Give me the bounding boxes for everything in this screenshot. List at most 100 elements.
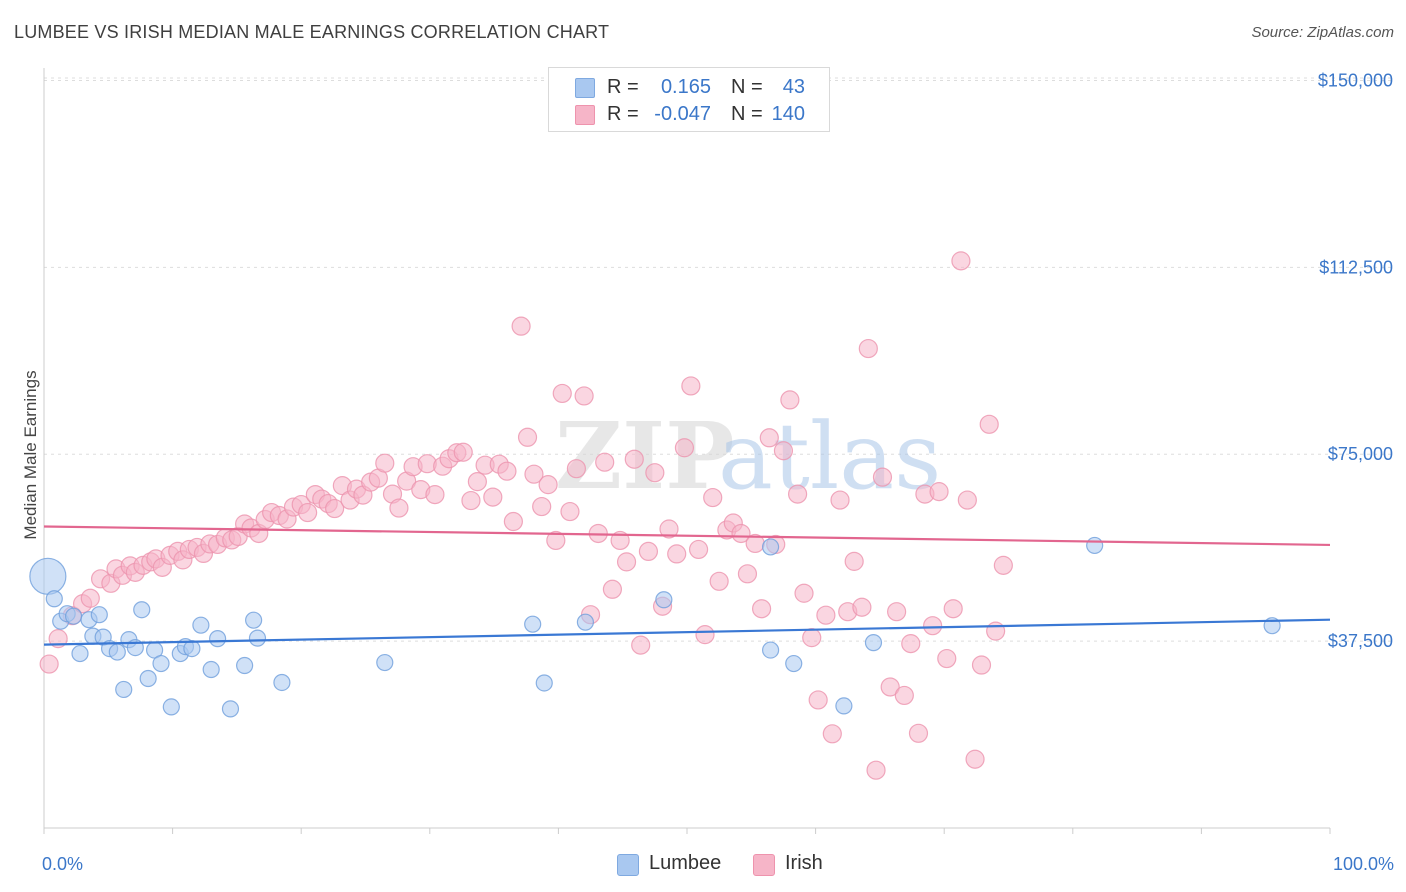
data-point: [761, 641, 780, 659]
data-point: [929, 482, 949, 502]
irish-r-value: -0.047: [654, 103, 711, 125]
x-tick-label: 100.0%: [1333, 854, 1394, 874]
data-point: [993, 555, 1013, 575]
data-point: [773, 441, 794, 461]
lumbee-legend-swatch: [617, 854, 639, 876]
data-point: [844, 551, 864, 571]
data-point: [709, 571, 729, 591]
lumbee-r-value: 0.165: [660, 76, 711, 98]
data-point: [524, 464, 544, 484]
data-point: [816, 605, 836, 625]
legend-r-label: R =: [607, 103, 639, 125]
x-ticks: [43, 828, 1331, 834]
data-point: [808, 690, 828, 710]
data-point: [209, 630, 227, 648]
data-point: [80, 588, 100, 608]
y-axis-title: Median Male Earnings: [21, 370, 40, 539]
lumbee-n-value: 43: [782, 76, 805, 98]
data-point: [866, 760, 886, 780]
data-point: [655, 591, 673, 609]
irish-legend-label: Irish: [785, 852, 823, 874]
data-point: [880, 677, 900, 697]
data-point: [552, 383, 572, 404]
data-point: [951, 251, 971, 271]
data-point: [546, 530, 566, 551]
data-point: [785, 654, 803, 673]
lumbee-legend-label: Lumbee: [649, 852, 722, 874]
lumbee-points: [29, 536, 1281, 718]
data-point: [202, 660, 220, 679]
data-point: [674, 438, 695, 458]
y-tick-label: $75,000: [1328, 444, 1393, 464]
data-point: [787, 484, 808, 504]
chart-title: LUMBEE VS IRISH MEDIAN MALE EARNINGS COR…: [14, 22, 610, 42]
data-point: [71, 644, 89, 663]
data-point: [576, 613, 595, 631]
data-point: [511, 316, 531, 336]
data-point: [759, 428, 779, 448]
data-point: [133, 601, 151, 619]
data-point: [560, 501, 580, 522]
data-point: [901, 634, 921, 654]
data-point: [894, 685, 914, 706]
data-point: [152, 654, 170, 673]
y-tick-label: $112,500: [1319, 257, 1393, 277]
data-point: [761, 538, 780, 556]
data-point: [503, 511, 523, 532]
data-point: [45, 590, 63, 608]
data-point: [751, 599, 772, 619]
data-point: [538, 475, 558, 495]
y-tick-label: $37,500: [1328, 631, 1393, 651]
data-point: [245, 611, 263, 629]
irish-points: [39, 251, 1013, 780]
series-legend: Lumbee Irish: [0, 852, 1406, 878]
data-point: [221, 700, 240, 718]
data-point: [986, 621, 1006, 641]
data-point: [822, 724, 842, 744]
data-point: [574, 386, 594, 406]
correlation-legend: R = 0.165 N = 43 R = -0.047 N = 140: [548, 67, 830, 132]
data-point: [48, 629, 68, 649]
data-point: [273, 673, 291, 692]
watermark-atlas: atlas: [718, 403, 941, 510]
data-point: [453, 442, 473, 462]
data-point: [532, 496, 552, 517]
data-point: [703, 487, 723, 508]
lumbee-trend-line: [43, 618, 1331, 646]
data-point: [908, 723, 929, 743]
data-point: [566, 459, 587, 479]
data-point: [183, 639, 201, 658]
data-point: [731, 523, 751, 544]
lumbee-swatch: [575, 78, 595, 98]
irish-swatch: [575, 105, 595, 125]
data-point: [616, 552, 637, 572]
x-tick-label: 0.0%: [42, 854, 83, 874]
data-point: [595, 452, 615, 472]
data-point: [887, 602, 907, 622]
y-tick-label: $150,000: [1318, 70, 1393, 90]
data-point: [375, 453, 395, 473]
data-point: [794, 583, 814, 603]
data-point: [376, 653, 394, 672]
legend-row-irish: R = -0.047 N = 140: [549, 101, 829, 127]
data-point: [461, 490, 481, 511]
data-point: [39, 654, 59, 674]
data-point: [483, 487, 503, 507]
data-point: [923, 616, 943, 636]
legend-n-label: N =: [731, 103, 763, 125]
data-point: [236, 656, 254, 675]
data-point: [979, 414, 999, 434]
data-point: [497, 461, 517, 481]
irish-legend-swatch: [753, 854, 775, 876]
data-point: [624, 449, 644, 469]
data-point: [248, 629, 267, 647]
data-point: [162, 698, 180, 716]
data-point: [602, 579, 623, 599]
data-point: [425, 484, 445, 505]
data-point: [957, 490, 977, 510]
watermark-zip: ZIP: [555, 402, 734, 510]
data-point: [108, 643, 126, 661]
data-point: [192, 616, 210, 634]
